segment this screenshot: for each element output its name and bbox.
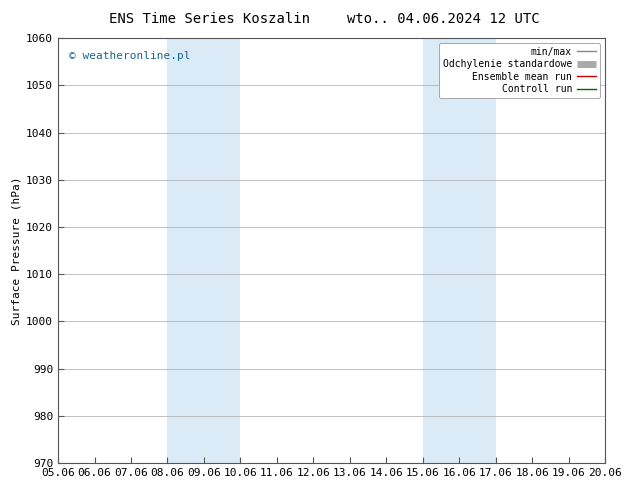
Text: © weatheronline.pl: © weatheronline.pl bbox=[69, 51, 190, 61]
Text: ENS Time Series Koszalin: ENS Time Series Koszalin bbox=[108, 12, 310, 26]
Text: wto.. 04.06.2024 12 UTC: wto.. 04.06.2024 12 UTC bbox=[347, 12, 540, 26]
Y-axis label: Surface Pressure (hPa): Surface Pressure (hPa) bbox=[12, 176, 22, 325]
Bar bbox=[423, 38, 496, 463]
Legend: min/max, Odchylenie standardowe, Ensemble mean run, Controll run: min/max, Odchylenie standardowe, Ensembl… bbox=[439, 43, 600, 98]
Bar bbox=[167, 38, 240, 463]
